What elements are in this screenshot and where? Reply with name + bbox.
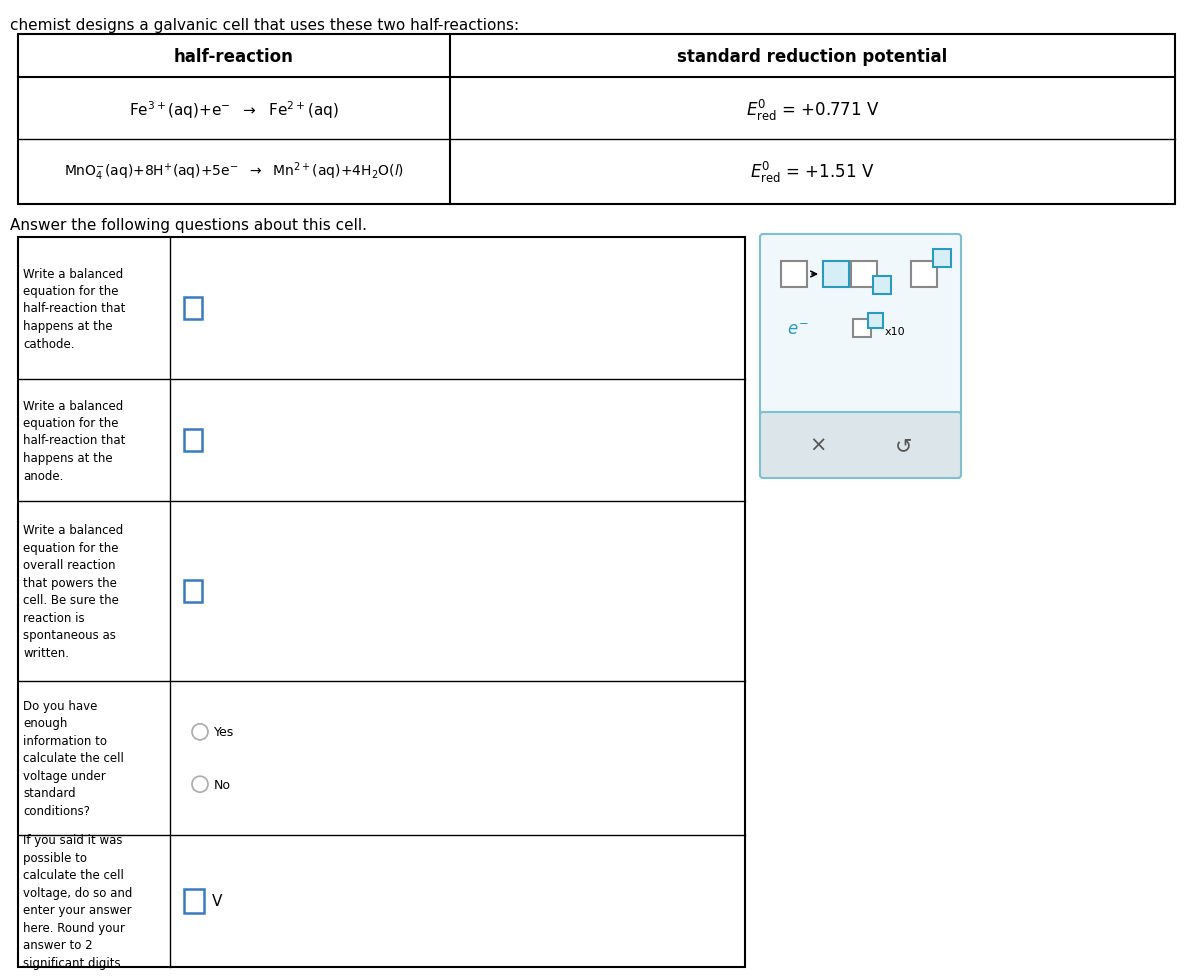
FancyBboxPatch shape <box>760 235 961 421</box>
Text: Write a balanced
equation for the
half-reaction that
happens at the
cathode.: Write a balanced equation for the half-r… <box>23 267 125 350</box>
Text: standard reduction potential: standard reduction potential <box>677 48 948 66</box>
FancyBboxPatch shape <box>781 262 808 288</box>
FancyBboxPatch shape <box>184 429 202 452</box>
Text: Write a balanced
equation for the
half-reaction that
happens at the
anode.: Write a balanced equation for the half-r… <box>23 399 125 482</box>
FancyBboxPatch shape <box>823 262 850 288</box>
FancyBboxPatch shape <box>851 262 877 288</box>
Text: Answer the following questions about this cell.: Answer the following questions about thi… <box>10 218 367 233</box>
Text: $e^{-}$: $e^{-}$ <box>787 321 809 338</box>
FancyBboxPatch shape <box>184 889 204 913</box>
Text: $E^{0}_{\mathrm{red}}$ = +0.771 V: $E^{0}_{\mathrm{red}}$ = +0.771 V <box>746 98 880 122</box>
FancyBboxPatch shape <box>874 277 890 294</box>
Text: x10: x10 <box>886 327 906 336</box>
Text: No: No <box>214 778 230 791</box>
FancyBboxPatch shape <box>18 35 1175 204</box>
Text: Yes: Yes <box>214 726 234 738</box>
FancyBboxPatch shape <box>868 314 883 329</box>
Text: V: V <box>212 894 222 909</box>
Text: Do you have
enough
information to
calculate the cell
voltage under
standard
cond: Do you have enough information to calcul… <box>23 699 124 818</box>
Text: If you said it was
possible to
calculate the cell
voltage, do so and
enter your : If you said it was possible to calculate… <box>23 833 132 969</box>
FancyBboxPatch shape <box>911 262 937 288</box>
Text: Fe$^{3+}$(aq)+e$^{-}$  $\rightarrow$  Fe$^{2+}$(aq): Fe$^{3+}$(aq)+e$^{-}$ $\rightarrow$ Fe$^… <box>130 99 338 120</box>
Text: MnO$_{4}^{-}$(aq)+8H$^{+}$(aq)+5e$^{-}$  $\rightarrow$  Mn$^{2+}$(aq)+4H$_{2}$O(: MnO$_{4}^{-}$(aq)+8H$^{+}$(aq)+5e$^{-}$ … <box>64 160 404 183</box>
FancyBboxPatch shape <box>184 580 202 602</box>
Text: ↺: ↺ <box>895 435 912 456</box>
Text: chemist designs a galvanic cell that uses these two half-reactions:: chemist designs a galvanic cell that use… <box>10 18 520 33</box>
FancyBboxPatch shape <box>760 413 961 478</box>
FancyBboxPatch shape <box>853 320 871 337</box>
FancyBboxPatch shape <box>184 297 202 320</box>
Text: $E^{0}_{\mathrm{red}}$ = +1.51 V: $E^{0}_{\mathrm{red}}$ = +1.51 V <box>750 159 875 185</box>
FancyBboxPatch shape <box>18 238 745 967</box>
Text: ×: × <box>809 435 827 456</box>
Text: Write a balanced
equation for the
overall reaction
that powers the
cell. Be sure: Write a balanced equation for the overal… <box>23 523 124 659</box>
FancyBboxPatch shape <box>934 249 952 268</box>
Text: half-reaction: half-reaction <box>174 48 294 66</box>
